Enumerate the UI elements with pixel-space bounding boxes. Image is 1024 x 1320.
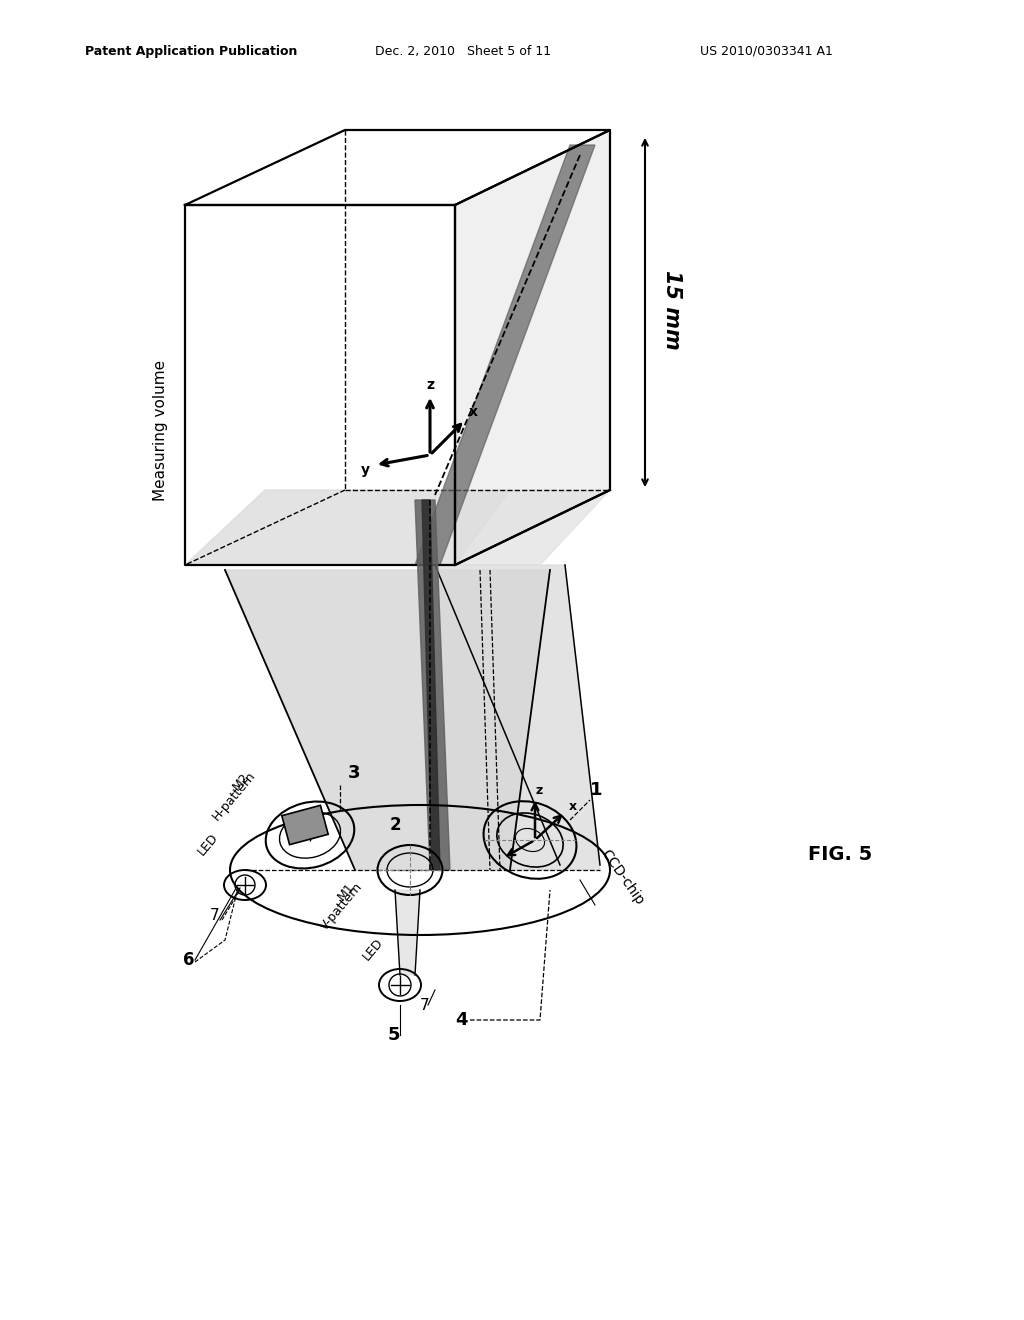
Text: z: z — [426, 378, 434, 392]
Polygon shape — [422, 500, 440, 870]
Text: 6: 6 — [183, 950, 195, 969]
Text: 7: 7 — [420, 998, 430, 1012]
Text: H-pattern: H-pattern — [210, 768, 258, 822]
Polygon shape — [415, 500, 450, 870]
Text: 15 mm: 15 mm — [662, 271, 682, 350]
Text: 5: 5 — [388, 1026, 400, 1044]
Text: x: x — [469, 405, 477, 418]
Text: Patent Application Publication: Patent Application Publication — [85, 45, 297, 58]
Text: 7: 7 — [210, 908, 219, 923]
Text: CCD-chip: CCD-chip — [598, 847, 646, 908]
Text: Dec. 2, 2010   Sheet 5 of 11: Dec. 2, 2010 Sheet 5 of 11 — [375, 45, 551, 58]
Polygon shape — [185, 205, 455, 565]
Polygon shape — [435, 565, 600, 870]
Text: M1: M1 — [335, 880, 357, 903]
Text: US 2010/0303341 A1: US 2010/0303341 A1 — [700, 45, 833, 58]
Text: M2: M2 — [230, 771, 252, 793]
Text: 1: 1 — [590, 781, 602, 799]
Polygon shape — [455, 129, 610, 565]
Text: y: y — [360, 463, 370, 477]
Text: x: x — [569, 800, 578, 813]
Polygon shape — [225, 570, 550, 870]
Polygon shape — [415, 145, 595, 565]
Polygon shape — [395, 890, 420, 975]
Text: 4: 4 — [455, 1011, 468, 1030]
Text: V-pattern: V-pattern — [318, 880, 366, 933]
Polygon shape — [185, 490, 510, 565]
Text: LED: LED — [360, 936, 386, 964]
Text: 3: 3 — [348, 764, 360, 781]
Text: 2: 2 — [390, 816, 401, 834]
Polygon shape — [185, 129, 610, 205]
Text: Measuring volume: Measuring volume — [153, 359, 168, 500]
Polygon shape — [282, 805, 329, 845]
Text: FIG. 5: FIG. 5 — [808, 845, 872, 865]
Text: LED: LED — [195, 830, 221, 858]
Text: z: z — [536, 784, 543, 796]
Polygon shape — [455, 490, 610, 565]
